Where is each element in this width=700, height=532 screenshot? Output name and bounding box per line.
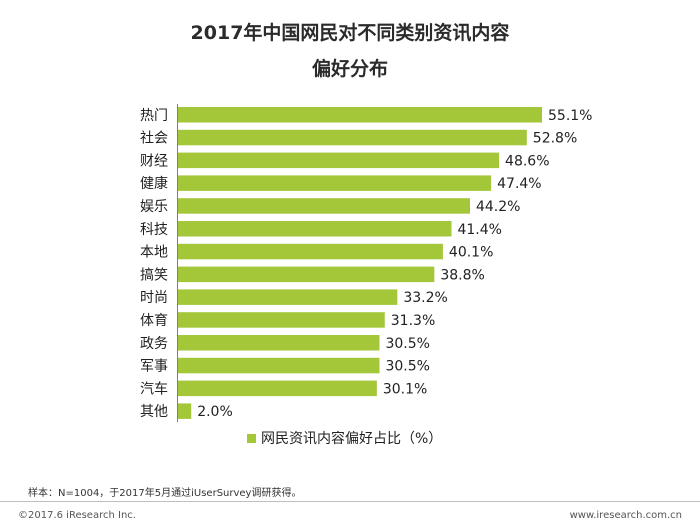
data-label: 2.0% [197, 404, 233, 420]
bar [178, 312, 385, 328]
bar [178, 335, 380, 351]
category-label: 健康 [140, 175, 168, 192]
bar [178, 266, 435, 283]
category-label: 科技 [140, 222, 168, 238]
bar [178, 221, 452, 237]
category-label: 政务 [140, 336, 168, 352]
chart-title-line2: 偏好分布 [311, 58, 388, 80]
data-label: 30.5% [385, 336, 429, 352]
data-label: 41.4% [457, 222, 501, 238]
bar [178, 129, 527, 146]
bar [178, 198, 470, 214]
category-label: 本地 [140, 245, 168, 261]
category-label: 娱乐 [140, 199, 168, 215]
bar [178, 403, 192, 419]
data-label: 48.6% [505, 153, 549, 169]
bar [178, 357, 380, 374]
bar [178, 289, 398, 305]
data-label: 55.1% [548, 108, 592, 124]
data-label: 38.8% [440, 267, 484, 283]
category-label: 热门 [140, 108, 168, 124]
data-label: 44.2% [476, 199, 520, 215]
source-note: 样本：N=1004，于2017年5月通过iUserSurvey调研获得。 [28, 488, 302, 499]
legend-swatch [247, 434, 256, 443]
data-label: 40.1% [449, 245, 493, 261]
legend-label: 网民资讯内容偏好占比（%） [261, 430, 442, 447]
category-label: 其他 [140, 404, 168, 420]
bar [178, 243, 443, 260]
data-label: 52.8% [533, 131, 577, 147]
data-label: 31.3% [391, 313, 435, 329]
chart-title-line1: 2017年中国网民对不同类别资讯内容 [190, 22, 510, 44]
data-label: 47.4% [497, 176, 541, 192]
data-label: 33.2% [403, 290, 447, 306]
category-label: 体育 [140, 313, 168, 329]
website-link[interactable]: www.iresearch.com.cn [569, 510, 682, 521]
category-label: 军事 [140, 359, 168, 375]
category-label: 时尚 [140, 290, 168, 306]
data-label: 30.5% [385, 359, 429, 375]
copyright-text: ©2017.6 iResearch Inc. [18, 510, 136, 521]
bar [178, 107, 542, 123]
category-label: 搞笑 [140, 267, 168, 283]
bar [178, 175, 492, 191]
bar [178, 380, 377, 397]
category-label: 汽车 [140, 380, 168, 397]
category-label: 社会 [140, 131, 168, 147]
bar-chart: 热门 55.1% 社会 52.8% 财经 48.6% 健康 47.4% 娱乐 44.2% 科技 41.… [140, 104, 592, 447]
bar [178, 152, 500, 169]
data-label: 30.1% [383, 381, 427, 397]
category-label: 财经 [140, 153, 168, 169]
footer-divider [0, 501, 700, 502]
